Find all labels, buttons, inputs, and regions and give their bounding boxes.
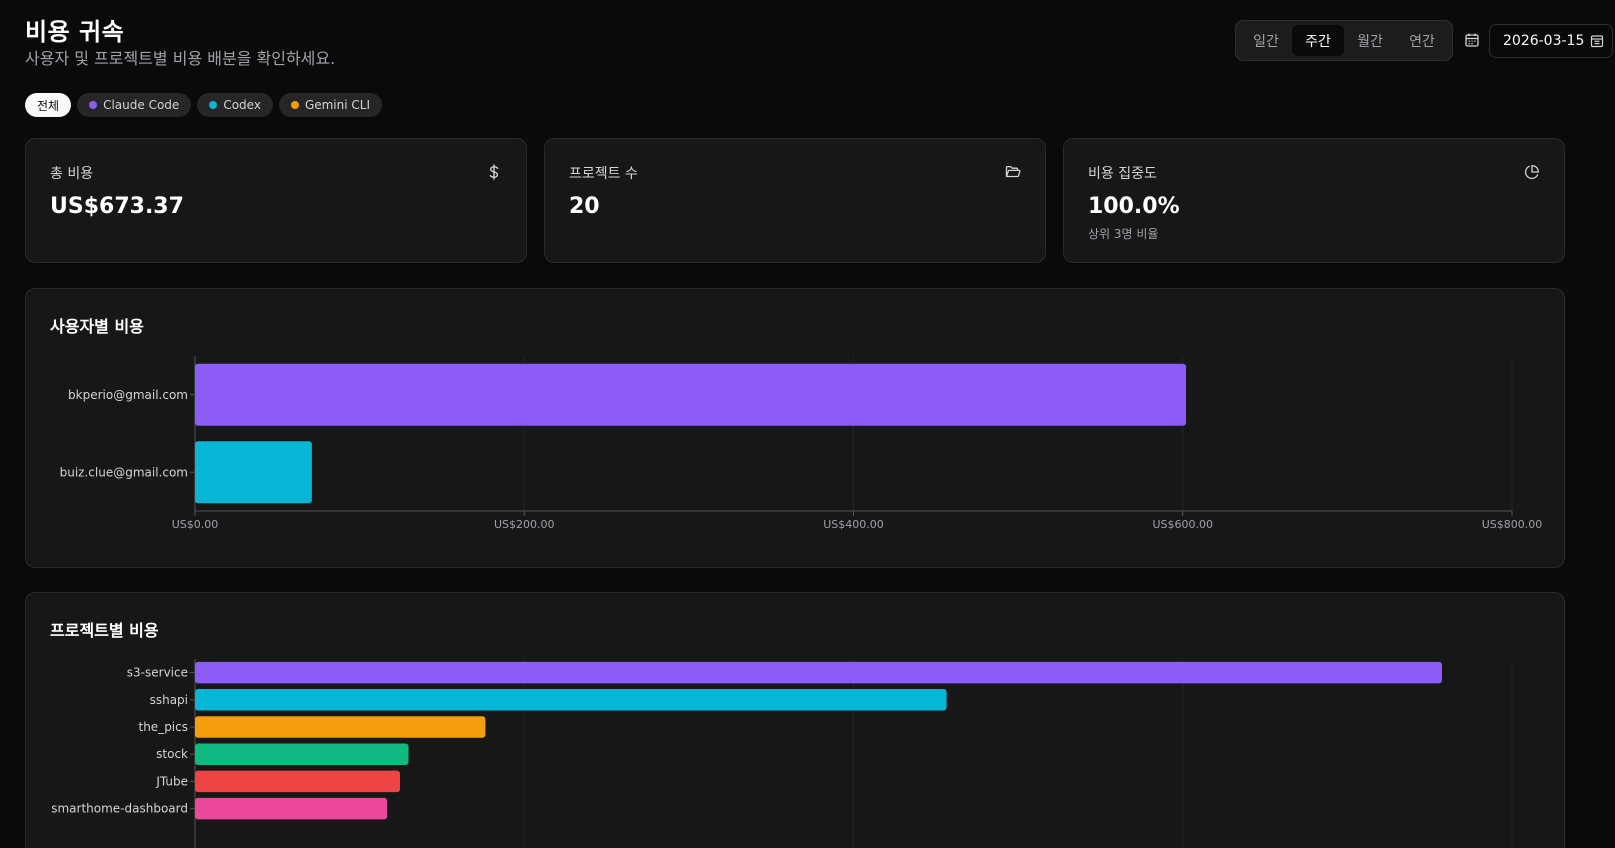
concentration-label: 비용 집중도 — [1088, 166, 1157, 182]
bar-project-5[interactable] — [195, 797, 388, 820]
period-daily-button[interactable]: 일간 — [1253, 33, 1279, 50]
x-tick-label: US$0.00 — [172, 518, 219, 531]
bar-user-1[interactable] — [195, 441, 312, 504]
claude-code-dot — [89, 101, 98, 109]
pie-chart-icon — [1524, 164, 1540, 180]
project-count-card: 프로젝트 수 20 — [544, 138, 1046, 263]
project-chart-title: 프로젝트별 비용 — [50, 621, 159, 640]
bar-user-0[interactable] — [195, 363, 1187, 426]
concentration-value: 100.0% — [1088, 194, 1180, 219]
x-tick-label: US$600.00 — [1152, 518, 1213, 531]
category-label: buiz.clue@gmail.com — [60, 465, 188, 479]
user-chart-title: 사용자별 비용 — [50, 317, 144, 336]
gemini-cli-dot — [290, 101, 299, 109]
total-cost-value: US$673.37 — [50, 194, 184, 219]
date-calendar-icon — [1591, 35, 1604, 48]
page-subtitle: 사용자 및 프로젝트별 비용 배분을 확인하세요. — [25, 49, 336, 68]
period-weekly-button[interactable]: 주간 — [1292, 25, 1344, 56]
bar-project-4[interactable] — [195, 770, 400, 793]
filter-chip-all[interactable]: 전체 — [25, 93, 72, 117]
total-cost-label: 총 비용 — [50, 166, 94, 182]
date-value: 2026-03-15 — [1503, 33, 1585, 49]
page-title: 비용 귀속 — [25, 18, 125, 46]
bar-project-3[interactable] — [195, 743, 409, 765]
period-monthly-button[interactable]: 월간 — [1357, 33, 1383, 50]
calendar-icon[interactable] — [1464, 32, 1480, 48]
project-count-value: 20 — [569, 194, 600, 219]
bar-project-1[interactable] — [195, 689, 947, 711]
filter-chip-codex[interactable]: Codex — [197, 93, 273, 117]
x-tick-label: US$200.00 — [494, 518, 555, 531]
chip-label: Claude Code — [103, 98, 180, 112]
category-label: bkperio@gmail.com — [68, 388, 188, 402]
period-toggle: 일간 주간 월간 연간 — [1235, 20, 1453, 61]
user-cost-chart: US$0.00 US$200.00 US$400.00 US$600.00 US$800… — [60, 356, 1543, 531]
category-label: stock — [156, 747, 188, 761]
chip-label: Codex — [223, 98, 261, 112]
total-cost-card: 총 비용 US$673.37 — [25, 138, 527, 263]
x-tick-label: US$800.00 — [1482, 518, 1543, 531]
folder-open-icon — [1005, 165, 1021, 178]
date-picker[interactable]: 2026-03-15 — [1489, 24, 1613, 58]
dollar-icon — [489, 164, 499, 180]
concentration-card: 비용 집중도 100.0% 상위 3명 비율 — [1063, 138, 1565, 263]
category-label: smarthome-dashboard — [51, 802, 188, 816]
codex-dot — [209, 101, 218, 109]
category-label: JTube — [155, 774, 188, 788]
project-count-label: 프로젝트 수 — [569, 166, 638, 182]
user-cost-chart-card: 사용자별 비용 US$0.00 US$200.00 US$400.00 US$600.… — [25, 288, 1565, 568]
filter-chip-claude-code[interactable]: Claude Code — [77, 93, 192, 117]
concentration-sub: 상위 3명 비율 — [1088, 227, 1159, 241]
tool-filter-chips: 전체 Claude Code Codex Gemini CLI — [25, 93, 382, 117]
category-label: the_pics — [139, 720, 189, 734]
category-label: sshapi — [150, 693, 188, 707]
filter-chip-gemini-cli[interactable]: Gemini CLI — [278, 93, 382, 117]
chip-label: Gemini CLI — [304, 98, 370, 112]
chip-label: 전체 — [37, 98, 60, 113]
bar-project-2[interactable] — [195, 716, 486, 738]
bar-project-0[interactable] — [195, 661, 1442, 684]
period-yearly-button[interactable]: 연간 — [1409, 33, 1435, 50]
x-tick-label: US$400.00 — [823, 518, 884, 531]
category-label: s3-service — [127, 666, 188, 680]
